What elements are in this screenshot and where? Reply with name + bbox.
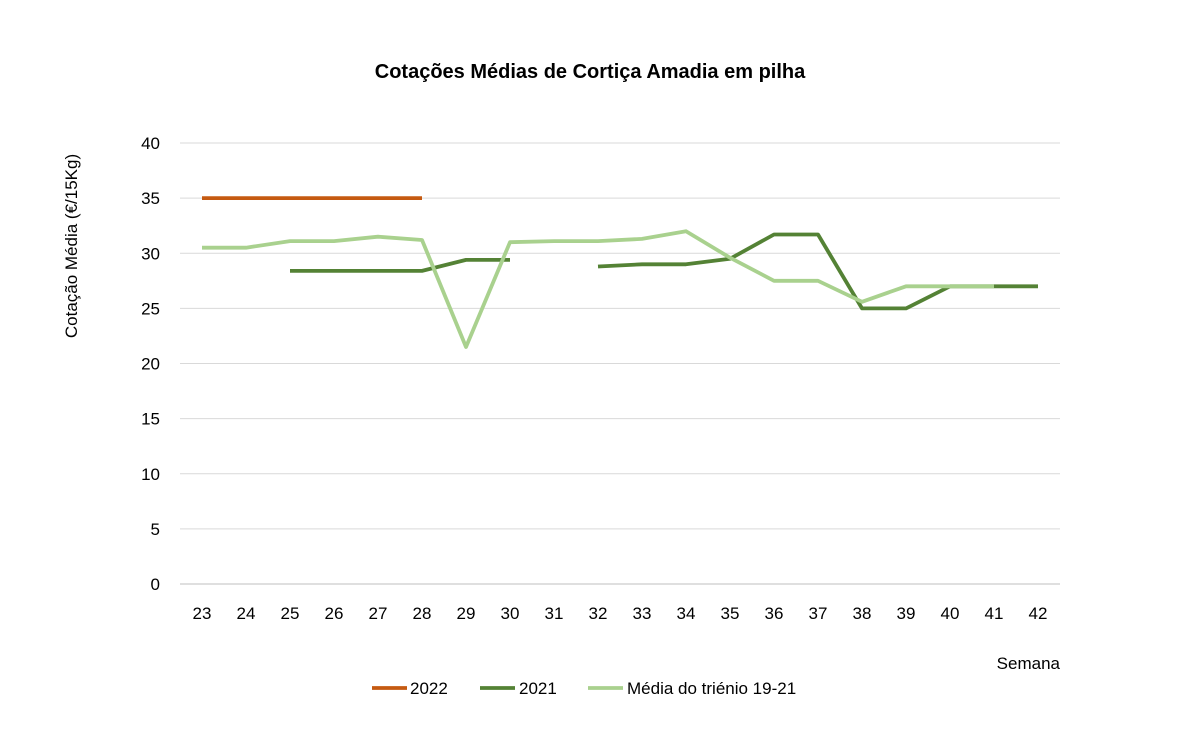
x-tick-labels: 23 24 25 26 27 28 29 30 31 32 33 34 35 36 37 38 39 40 41 42 <box>193 604 1048 623</box>
x-tick-label: 34 <box>677 604 696 623</box>
x-tick-label: 31 <box>545 604 564 623</box>
x-tick-label: 27 <box>369 604 388 623</box>
x-tick-label: 33 <box>633 604 652 623</box>
x-tick-label: 35 <box>721 604 740 623</box>
legend: 2022 2021 Média do triénio 19-21 <box>372 679 796 698</box>
x-tick-label: 42 <box>1029 604 1048 623</box>
legend-item-1: 2021 <box>480 679 557 698</box>
legend-label: 2022 <box>410 679 448 698</box>
x-tick-label: 40 <box>941 604 960 623</box>
x-tick-label: 41 <box>985 604 1004 623</box>
series-1 <box>290 232 1038 311</box>
y-tick-label: 20 <box>141 355 160 374</box>
legend-item-0: 2022 <box>372 679 448 698</box>
x-tick-label: 36 <box>765 604 784 623</box>
y-tick-labels: 0 5 10 15 20 25 30 35 40 <box>141 134 160 594</box>
y-tick-label: 5 <box>151 520 160 539</box>
x-tick-label: 24 <box>237 604 256 623</box>
x-tick-label: 32 <box>589 604 608 623</box>
series-lines <box>202 196 1038 349</box>
x-tick-label: 39 <box>897 604 916 623</box>
x-tick-label: 29 <box>457 604 476 623</box>
y-tick-label: 10 <box>141 465 160 484</box>
x-tick-label: 38 <box>853 604 872 623</box>
x-tick-label: 30 <box>501 604 520 623</box>
y-tick-label: 15 <box>141 410 160 429</box>
series-line-1 <box>597 232 1038 311</box>
legend-item-2: Média do triénio 19-21 <box>588 679 796 698</box>
series-line-1 <box>290 257 510 273</box>
series-line-2 <box>202 229 994 349</box>
gridlines <box>180 142 1060 585</box>
y-axis-label: Cotação Média (€/15Kg) <box>62 154 81 338</box>
x-tick-label: 28 <box>413 604 432 623</box>
x-axis-label: Semana <box>997 654 1061 673</box>
y-tick-label: 40 <box>141 134 160 153</box>
chart-title: Cotações Médias de Cortiça Amadia em pil… <box>375 61 806 83</box>
y-tick-label: 30 <box>141 244 160 263</box>
y-tick-label: 25 <box>141 299 160 318</box>
x-tick-label: 26 <box>325 604 344 623</box>
x-tick-label: 37 <box>809 604 828 623</box>
legend-label: 2021 <box>519 679 557 698</box>
y-tick-label: 35 <box>141 189 160 208</box>
y-tick-label: 0 <box>151 575 160 594</box>
legend-label: Média do triénio 19-21 <box>627 679 796 698</box>
x-tick-label: 25 <box>281 604 300 623</box>
series-2 <box>202 229 994 349</box>
x-tick-label: 23 <box>193 604 212 623</box>
